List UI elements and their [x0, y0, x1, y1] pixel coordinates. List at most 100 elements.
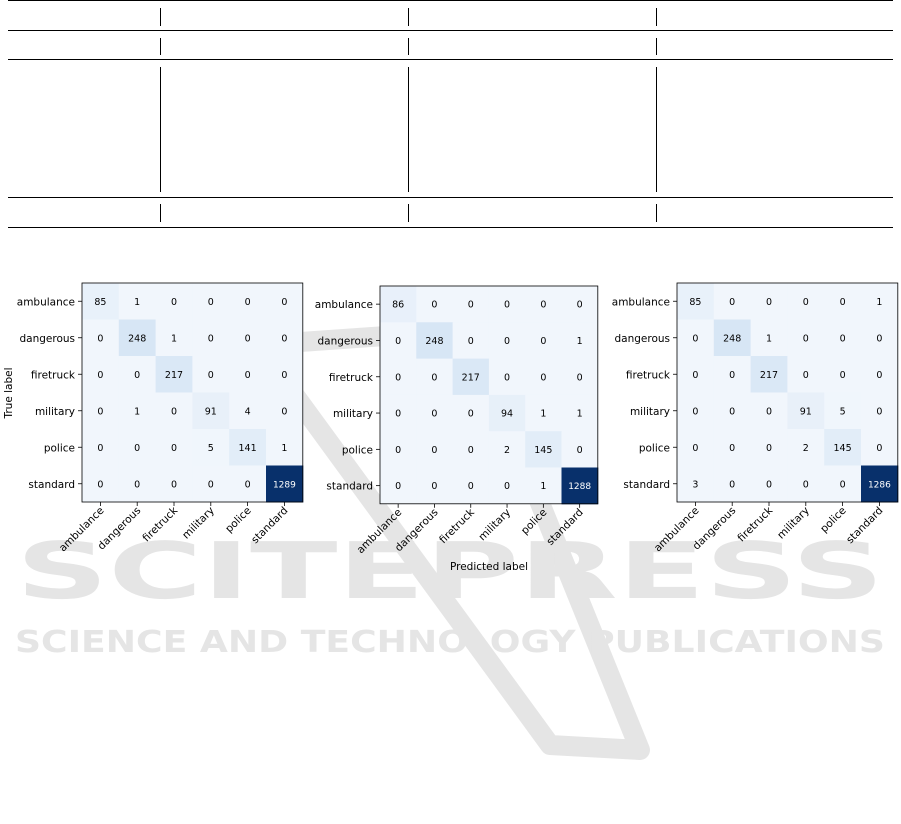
- matrix-cell: [155, 465, 193, 503]
- cell-value-label: 248: [425, 336, 443, 347]
- y-tick-label: military: [333, 408, 373, 420]
- cell-value-label: 0: [97, 479, 103, 490]
- cell-value-label: 248: [723, 333, 741, 344]
- cell-value-label: 0: [97, 406, 103, 417]
- cell-value-label: 0: [431, 409, 437, 420]
- matrix-cell: [713, 392, 752, 430]
- y-tick-label: military: [35, 406, 75, 418]
- matrix-cell: [488, 394, 526, 432]
- matrix-cell: [488, 358, 526, 396]
- cell-value-label: 0: [803, 370, 809, 381]
- matrix-cell: [824, 319, 862, 357]
- matrix-cell: [713, 319, 752, 357]
- cell-value-label: 1: [281, 443, 287, 454]
- cell-value-label: 0: [468, 336, 474, 347]
- matrix-cell: [229, 283, 267, 320]
- matrix-frame: [81, 282, 304, 503]
- matrix-cell: [416, 467, 454, 505]
- cell-value-label: 248: [128, 333, 146, 344]
- cell-value-label: 1286: [868, 480, 891, 490]
- matrix-cell: [787, 319, 825, 357]
- matrix-cell: [192, 283, 230, 320]
- y-tick-label: firetruck: [31, 369, 76, 381]
- matrix-cell: [861, 392, 899, 430]
- cell-value-label: 0: [245, 479, 251, 490]
- matrix-cell: [118, 465, 157, 503]
- matrix-cell: [82, 356, 120, 393]
- cell-value-label: 0: [395, 481, 401, 492]
- y-tick-label: ambulance: [612, 296, 670, 308]
- cell-value-label: 0: [97, 333, 103, 344]
- cell-value-label: 1: [540, 481, 546, 492]
- matrix-cell: [452, 394, 490, 432]
- cell-value-label: 0: [97, 443, 103, 454]
- cell-value-label: 0: [766, 406, 772, 417]
- matrix-cell: [488, 286, 526, 323]
- matrix-cell: [192, 465, 230, 503]
- cell-value-label: 0: [395, 372, 401, 383]
- confusion-matrix-2: 86 0 0 0 0 0 0 248 0 0 0 1 0 0 217 0 0 0 0 0 0 94 1 1 0 0 0 2 145 0 0 0…: [315, 285, 599, 573]
- cell-value-label: 0: [431, 445, 437, 456]
- x-tick-label: standard: [844, 505, 885, 546]
- cell-value-label: 0: [729, 443, 735, 454]
- cell-value-label: 1: [577, 409, 583, 420]
- matrix-cell: [266, 465, 304, 503]
- matrix-cell: [266, 283, 304, 320]
- cell-value-label: 0: [468, 409, 474, 420]
- cell-value-label: 1: [766, 333, 772, 344]
- cell-value-label: 0: [803, 333, 809, 344]
- matrix-cell: [787, 356, 825, 393]
- matrix-cell: [118, 429, 157, 466]
- matrix-cell: [452, 431, 490, 468]
- cell-value-label: 0: [876, 333, 882, 344]
- cell-value-label: 5: [208, 443, 214, 454]
- matrix-cell: [713, 429, 752, 466]
- cell-value-label: 0: [395, 336, 401, 347]
- matrix-cell: [380, 286, 417, 323]
- matrix-cell: [452, 286, 490, 323]
- x-tick-label: standard: [544, 506, 585, 547]
- cell-value-label: 141: [239, 443, 257, 454]
- x-tick-label: standard: [249, 505, 290, 546]
- cell-value-label: 0: [468, 445, 474, 456]
- matrix-cell: [561, 431, 599, 468]
- matrix-cell: [155, 283, 193, 320]
- y-tick-label: standard: [623, 479, 670, 491]
- matrix-cell: [861, 283, 899, 320]
- matrix-cell: [416, 394, 454, 432]
- cell-value-label: 0: [431, 481, 437, 492]
- x-tick-label: police: [818, 505, 849, 536]
- cell-value-label: 0: [729, 297, 735, 308]
- cell-value-label: 1: [876, 297, 882, 308]
- matrix-cell: [824, 429, 862, 466]
- cell-value-label: 0: [803, 297, 809, 308]
- matrix-cell: [380, 322, 417, 360]
- matrix-cell: [750, 283, 788, 320]
- matrix-cell: [416, 322, 454, 360]
- matrix-cell: [750, 465, 788, 503]
- cell-value-label: 0: [540, 336, 546, 347]
- cell-value-label: 0: [692, 370, 698, 381]
- x-tick-label: firetruck: [140, 504, 180, 544]
- matrix-cell: [525, 322, 562, 360]
- cell-value-label: 217: [760, 370, 778, 381]
- cell-value-label: 0: [134, 479, 140, 490]
- confusion-matrix-3: 85 0 0 0 0 1 0 248 1 0 0 0 0 0 217 0 0 0 0 0 0 91 5 0 0 0 0 2 145 0 3 0…: [612, 282, 899, 554]
- matrix-cell: [380, 431, 417, 468]
- cell-value-label: 0: [504, 372, 510, 383]
- matrix-cell: [192, 392, 230, 430]
- matrix-cell: [787, 392, 825, 430]
- matrix-cell: [750, 356, 788, 393]
- cell-value-label: 1: [540, 409, 546, 420]
- cell-value-label: 0: [840, 479, 846, 490]
- matrix-cell: [713, 356, 752, 393]
- cell-value-label: 0: [729, 370, 735, 381]
- matrix-cell: [561, 358, 599, 396]
- matrix-cell: [677, 465, 715, 503]
- matrix-cell: [824, 283, 862, 320]
- matrix-cell: [787, 283, 825, 320]
- y-tick-label: standard: [28, 479, 75, 491]
- matrix-cell: [561, 286, 599, 323]
- cell-value-label: 0: [208, 479, 214, 490]
